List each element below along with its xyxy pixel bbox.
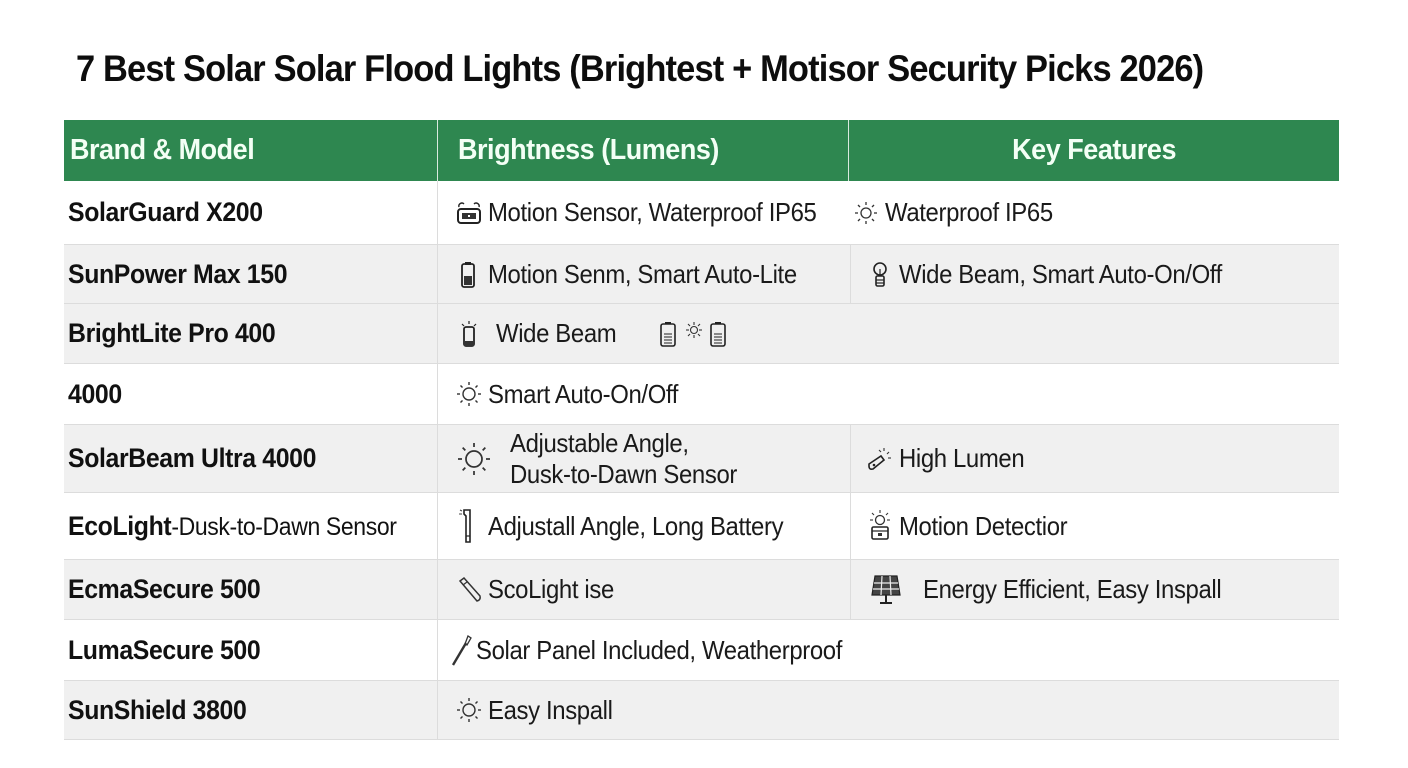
table-row: LumaSecure 500 Solar Panel Included, Wea… [64,620,1339,681]
feature-cell: Easy Inspall [438,681,1339,739]
feature-text-line: Adjustable Angle, [510,427,689,458]
brand-name: LumaSecure 500 [68,634,261,665]
brand-name: SolarBeam Ultra 4000 [68,443,317,473]
feature-cell: High Lumen [851,425,1339,492]
battery-icon [707,319,729,349]
sun-icon [851,198,881,228]
feature-cell: Energy Efficient, Easy Inspall [851,560,1339,619]
battery-icon [454,259,484,289]
feature-cell: Motion Detectior [851,493,1339,559]
pole-light-icon [454,506,484,546]
sun-icon [454,379,484,409]
brand-cell: EcmaSecure 500 [64,560,438,619]
feature-cell: Motion Sensor, Waterproof IP65 Waterproo… [438,181,1339,244]
table-row: SunShield 3800 Easy Inspall [64,681,1339,740]
brand-cell: SunPower Max 150 [64,245,438,303]
brand-cell: BrightLite Pro 400 [64,304,438,363]
motion-detector-icon [865,508,895,544]
motion-sensor-icon [454,198,484,228]
lamp-icon [454,319,484,349]
sun-icon [454,695,484,725]
feature-text: Smart Auto-On/Off [488,378,679,409]
wand-icon [450,633,474,667]
table-row: 4000 Smart Auto-On/Off [64,364,1339,425]
light-bulb-icon [865,259,895,289]
brand-cell: SolarBeam Ultra 4000 [64,425,438,492]
table-row: SolarGuard X200 Motion Sensor, Waterproo… [64,181,1339,245]
header-label: Key Features [1012,134,1176,166]
feature-text: Adjustall Angle, Long Battery [488,510,784,541]
feature-cell: Motion Senm, Smart Auto-Lite [438,245,851,303]
brand-name: EcoLight-Dusk-to-Dawn Sensor [68,511,397,542]
feature-text: ScoLight ise [488,574,614,604]
feature-text: Wide Beam [496,318,617,348]
brand-name: 4000 [68,378,122,409]
feature-cell: ScoLight ise [438,560,851,619]
page-title: 7 Best Solar Solar Flood Lights (Brighte… [76,48,1204,89]
feature-cell: Solar Panel Included, Weatherproof [438,620,1339,680]
brand-cell: LumaSecure 500 [64,620,438,680]
sun-icon [683,319,705,349]
header-brand-model: Brand & Model [64,120,438,181]
table-row: BrightLite Pro 400 Wide Beam [64,304,1339,364]
header-brightness: Brightness (Lumens) [438,120,849,181]
header-label: Brightness (Lumens) [458,134,719,166]
brand-cell: EcoLight-Dusk-to-Dawn Sensor [64,493,438,559]
brand-name: SolarGuard X200 [68,197,263,227]
feature-cell: Adjustall Angle, Long Battery [438,493,851,559]
feature-text: Motion Senm, Smart Auto-Lite [488,258,797,289]
feature-text: Motion Detectior [899,510,1068,541]
flashlight-icon [454,575,484,605]
feature-text: Motion Sensor, Waterproof IP65 [488,197,817,227]
brand-name: EcmaSecure 500 [68,574,261,604]
table-row: EcoLight-Dusk-to-Dawn Sensor Adjustall A… [64,493,1339,560]
header-label: Brand & Model [70,134,255,166]
feature-text: Solar Panel Included, Weatherproof [476,634,843,665]
comparison-table: Brand & Model Brightness (Lumens) Key Fe… [64,120,1339,740]
brand-name-suffix: -Dusk-to-Dawn Sensor [171,512,397,541]
feature-cell: Wide Beam [438,304,1339,363]
brand-name: SunPower Max 150 [68,258,288,289]
feature-cell: Wide Beam, Smart Auto-On/Off [851,245,1339,303]
feature-cell: Adjustable Angle, Dusk-to-Dawn Sensor [438,425,851,492]
brand-cell: 4000 [64,364,438,424]
table-header: Brand & Model Brightness (Lumens) Key Fe… [64,120,1339,181]
feature-cell: Smart Auto-On/Off [438,364,1339,424]
table-row: SolarBeam Ultra 4000 Adjustable Angle, D… [64,425,1339,493]
brand-cell: SolarGuard X200 [64,181,438,244]
flashlight-icon [865,444,895,474]
header-key-features: Key Features [849,120,1339,181]
battery-icon [657,319,679,349]
feature-text-line: Dusk-to-Dawn Sensor [510,458,737,489]
brand-cell: SunShield 3800 [64,681,438,739]
table-row: EcmaSecure 500 ScoLight ise Energy Effic… [64,560,1339,620]
feature-text: Adjustable Angle, Dusk-to-Dawn Sensor [510,428,757,490]
feature-text: Wide Beam, Smart Auto-On/Off [899,258,1222,289]
table-row: SunPower Max 150 Motion Senm, Smart Auto… [64,245,1339,304]
sun-icon [454,439,494,479]
solar-panel-icon [869,573,903,607]
feature-text: High Lumen [899,443,1025,473]
feature-text: Waterproof IP65 [885,197,1053,227]
feature-text: Energy Efficient, Easy Inspall [923,574,1222,604]
feature-text: Easy Inspall [488,694,613,725]
brand-name-bold: EcoLight [68,510,172,541]
brand-name: SunShield 3800 [68,694,247,725]
brand-name: BrightLite Pro 400 [68,318,276,348]
